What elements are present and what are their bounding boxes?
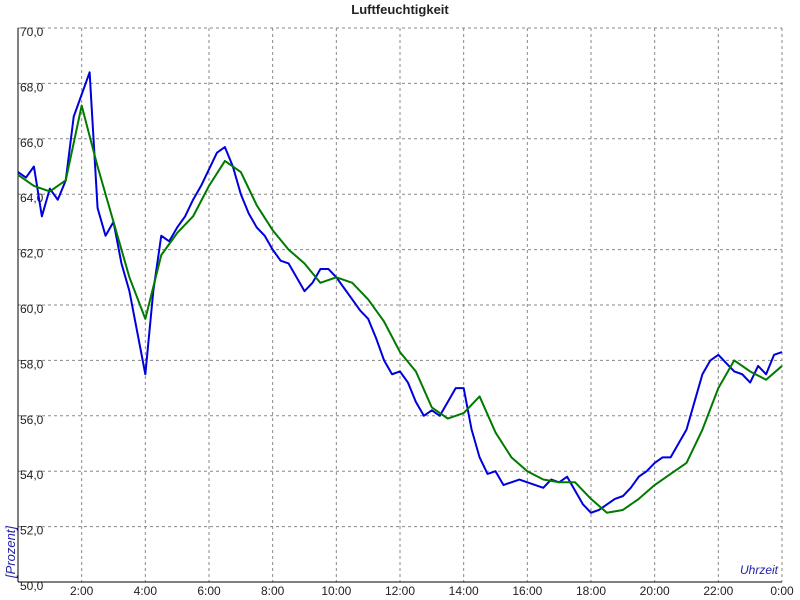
y-axis-label: [Prozent] [3, 526, 18, 579]
y-tick-label: 58,0 [20, 357, 44, 371]
x-tick-label: 0:00 [770, 584, 794, 598]
y-tick-label: 50,0 [20, 579, 44, 593]
data-line [17, 104, 783, 514]
data-line [17, 71, 783, 514]
y-tick-label: 62,0 [20, 247, 44, 261]
x-tick-label: 20:00 [640, 584, 670, 598]
x-tick-label: 8:00 [261, 584, 285, 598]
chart-title: Luftfeuchtigkeit [351, 2, 449, 17]
x-tick-label: 12:00 [385, 584, 415, 598]
y-tick-label: 52,0 [20, 524, 44, 538]
x-tick-label: 2:00 [70, 584, 94, 598]
x-tick-label: 10:00 [321, 584, 351, 598]
x-tick-label: 16:00 [512, 584, 542, 598]
x-tick-label: 14:00 [449, 584, 479, 598]
y-tick-label: 66,0 [20, 136, 44, 150]
y-tick-label: 68,0 [20, 80, 44, 94]
y-tick-label: 54,0 [20, 468, 44, 482]
x-tick-label: 6:00 [197, 584, 221, 598]
y-tick-label: 56,0 [20, 413, 44, 427]
x-axis-label: Uhrzeit [740, 563, 779, 577]
x-tick-label: 4:00 [134, 584, 158, 598]
y-tick-label: 60,0 [20, 302, 44, 316]
x-tick-label: 22:00 [703, 584, 733, 598]
y-tick-label: 70,0 [20, 25, 44, 39]
x-tick-label: 18:00 [576, 584, 606, 598]
